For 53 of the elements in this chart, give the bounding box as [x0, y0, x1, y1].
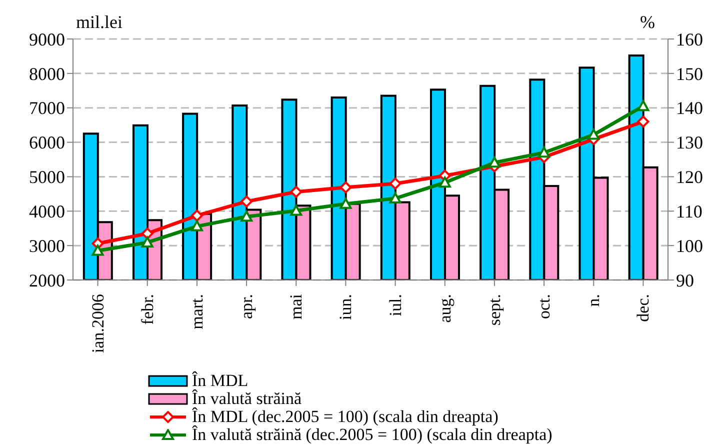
- point: [340, 198, 352, 209]
- y2-tick-label: 160: [676, 29, 703, 50]
- y2-tick-label: 90: [676, 270, 694, 290]
- point: [588, 128, 600, 140]
- x-tick-label: oct.: [534, 294, 554, 320]
- point: [389, 178, 402, 190]
- point: [637, 100, 650, 112]
- y2-tick-label: 100: [676, 236, 703, 256]
- x-tick-label: aug.: [435, 294, 454, 323]
- point: [190, 220, 203, 232]
- y-tick-label: 2000: [29, 270, 65, 290]
- point: [637, 116, 650, 128]
- y-tick-label: 8000: [29, 64, 65, 84]
- y2-tick-label: 150: [676, 64, 703, 84]
- point: [488, 156, 500, 168]
- point: [290, 186, 302, 198]
- x-tick-label: ian.2006: [88, 294, 108, 354]
- y2-tick-label: 130: [676, 132, 703, 153]
- y-tick-label: 5000: [29, 167, 65, 188]
- y-tick-label: 4000: [29, 202, 65, 222]
- y2-tick-label: 140: [676, 98, 703, 118]
- y-tick-label: 6000: [29, 132, 65, 153]
- point: [240, 210, 253, 222]
- x-tick-label: mai: [286, 294, 306, 320]
- point: [240, 196, 253, 208]
- x-tick-label: iun.: [336, 294, 356, 320]
- y2-tick-label: 120: [676, 167, 703, 188]
- point: [190, 210, 203, 222]
- point: [141, 228, 154, 240]
- point: [92, 244, 104, 256]
- y-axis-title: mil.lei: [76, 12, 122, 33]
- x-tick-label: dec.: [634, 294, 653, 322]
- point: [438, 176, 451, 188]
- point: [290, 204, 302, 216]
- point: [389, 192, 402, 204]
- y-tick-label: 9000: [29, 29, 65, 50]
- legend-label: În valută străină: [192, 389, 302, 408]
- legend-label: În MDL: [192, 371, 248, 390]
- point: [141, 236, 154, 248]
- x-tick-label: mart.: [187, 294, 206, 330]
- x-tick-label: sept.: [484, 294, 504, 326]
- y-tick-label: 3000: [29, 236, 65, 256]
- x-tick-label: apr.: [237, 294, 256, 320]
- point: [538, 146, 550, 158]
- point: [340, 181, 352, 194]
- x-tick-label: n.: [584, 294, 604, 307]
- x-tick-label: febr.: [138, 294, 157, 325]
- legend-label: În MDL (dec.2005 = 100) (scala din dreapta): [192, 407, 498, 426]
- y-tick-label: 7000: [29, 98, 65, 118]
- y2-axis-title: %: [640, 12, 655, 33]
- x-tick-label: iul.: [386, 294, 405, 316]
- y2-tick-label: 110: [676, 202, 702, 222]
- legend-label: În valută străină (dec.2005 = 100) (scala din dreapta): [192, 425, 552, 444]
